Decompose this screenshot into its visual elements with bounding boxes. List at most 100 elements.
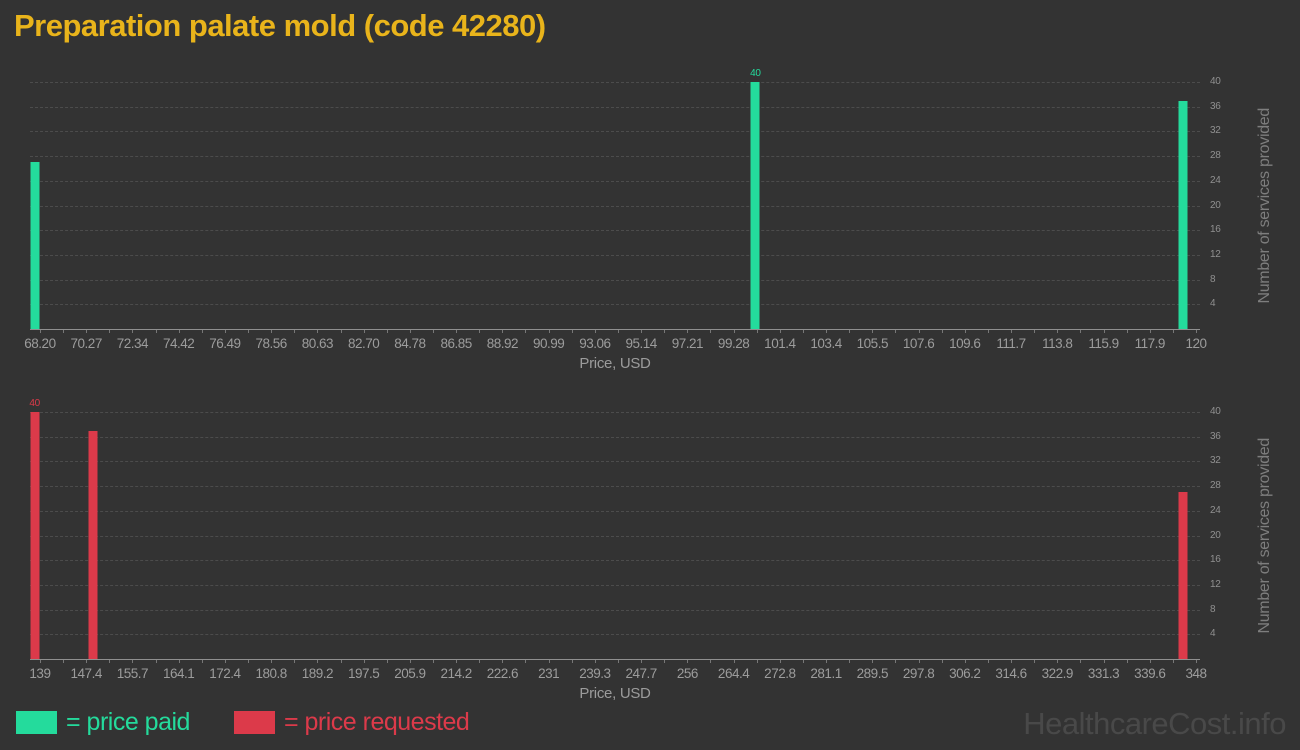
x-axis-tick [872, 659, 874, 663]
x-tick-label: 88.92 [486, 336, 519, 351]
x-tick-label: 93.06 [579, 336, 611, 351]
x-axis-tick [502, 659, 504, 663]
x-axis-tick [433, 329, 434, 333]
x-axis-tick [1080, 329, 1082, 333]
x-tick-label: 231 [538, 666, 560, 681]
x-axis-tick [178, 329, 180, 333]
x-axis-tick [1172, 659, 1174, 663]
x-tick-label: 95.14 [625, 336, 657, 351]
x-axis-tick [594, 329, 596, 333]
x-axis-tick [1149, 659, 1151, 663]
x-tick-label: 78.56 [255, 336, 288, 351]
price-requested-bar [88, 430, 98, 659]
x-axis-tick [109, 659, 111, 663]
y-tick-label: 12 [1210, 578, 1221, 590]
y-gridline [30, 304, 1200, 306]
y-gridline [30, 486, 1200, 488]
x-tick-label: 115.9 [1088, 336, 1119, 351]
x-axis-tick [756, 329, 758, 333]
x-tick-label: 68.20 [24, 336, 56, 351]
y-gridline [30, 560, 1200, 562]
x-tick-label: 272.8 [764, 666, 796, 681]
x-tick-label: 331.3 [1087, 666, 1120, 681]
x-axis-tick [39, 659, 41, 663]
x-axis-tick [317, 659, 319, 663]
y-gridline [30, 131, 1200, 133]
price-paid-swatch [16, 711, 57, 734]
x-tick-label: 74.42 [163, 336, 195, 351]
x-axis-tick [340, 659, 342, 663]
x-axis-tick [710, 659, 712, 663]
bar-value-label: 40 [750, 68, 761, 79]
price-paid-bar [30, 162, 40, 329]
x-axis-tick [664, 659, 666, 663]
x-tick-label: 117.9 [1134, 336, 1166, 351]
y-tick-label: 16 [1210, 224, 1221, 236]
x-tick-label: 99.28 [717, 336, 750, 351]
x-axis-tick [248, 329, 250, 333]
y-tick-label: 4 [1210, 298, 1216, 310]
watermark: HealthcareCost.info [1023, 706, 1286, 741]
x-tick-label: 164.1 [163, 666, 195, 681]
x-axis-tick [63, 329, 65, 333]
y-tick-label: 20 [1210, 529, 1221, 541]
x-axis-tick [1126, 329, 1128, 333]
x-tick-label: 76.49 [209, 336, 241, 351]
legend: = price paid = price requested [16, 708, 470, 737]
x-axis-tick [779, 329, 781, 333]
x-axis-tick [918, 329, 920, 333]
price-requested-chart-plot: 40 36 32 28 24 20 16 12 8 4 139 147.4 155.7 164.1 172.… [29, 398, 1273, 702]
y-tick-label: 24 [1210, 504, 1221, 516]
x-axis-tick [386, 659, 388, 663]
x-tick-label: 197.5 [347, 666, 380, 681]
y-gridline [30, 230, 1200, 232]
x-axis-tick [687, 659, 689, 663]
x-axis-tick [1196, 329, 1198, 333]
x-axis-tick [271, 329, 273, 333]
y-axis-title: Number of services provided [1256, 412, 1274, 659]
x-axis-tick [1103, 659, 1105, 663]
x-axis-tick [386, 329, 388, 333]
price-paid-bar [1178, 100, 1188, 329]
y-gridline [30, 254, 1200, 256]
y-tick-label: 8 [1210, 603, 1216, 615]
x-axis-tick [987, 329, 989, 333]
x-tick-label: 70.27 [70, 336, 103, 351]
y-gridline [30, 510, 1200, 512]
x-axis-tick [155, 659, 157, 663]
price-requested-legend-label: = price requested [283, 708, 470, 736]
x-tick-label: 172.4 [209, 666, 241, 681]
x-axis-tick [224, 659, 226, 663]
x-axis-tick [617, 329, 619, 333]
x-axis-tick [571, 329, 573, 333]
x-axis-tick [294, 329, 296, 333]
y-gridline [30, 156, 1200, 158]
x-tick-label: 86.85 [440, 336, 472, 351]
x-axis-tick [525, 329, 527, 333]
x-axis-tick [987, 659, 989, 663]
x-axis-tick [479, 329, 481, 333]
x-axis-tick [548, 329, 550, 333]
x-axis-title: Price, USD [579, 355, 651, 372]
x-tick-label: 289.5 [856, 666, 889, 681]
x-axis-tick [779, 659, 781, 663]
x-axis-tick [918, 659, 920, 663]
x-axis-tick [271, 659, 273, 663]
x-axis-tick [641, 329, 643, 333]
x-tick-label: 147.4 [70, 666, 103, 681]
x-tick-label: 264.4 [717, 666, 750, 681]
bar-value-label: 40 [29, 398, 40, 409]
x-axis-tick [201, 659, 203, 663]
x-axis-tick [363, 329, 365, 333]
x-tick-label: 214.2 [440, 666, 472, 681]
x-axis-tick [363, 659, 365, 663]
x-tick-label: 239.3 [579, 666, 611, 681]
price-paid-legend-label: = price paid [66, 708, 190, 736]
y-tick-label: 28 [1210, 480, 1221, 492]
y-gridline [30, 205, 1200, 207]
x-axis-tick [1196, 659, 1198, 663]
x-axis-tick [409, 329, 411, 333]
x-axis-tick [964, 659, 966, 663]
y-tick-label: 32 [1210, 455, 1221, 467]
x-axis-tick [1126, 659, 1128, 663]
